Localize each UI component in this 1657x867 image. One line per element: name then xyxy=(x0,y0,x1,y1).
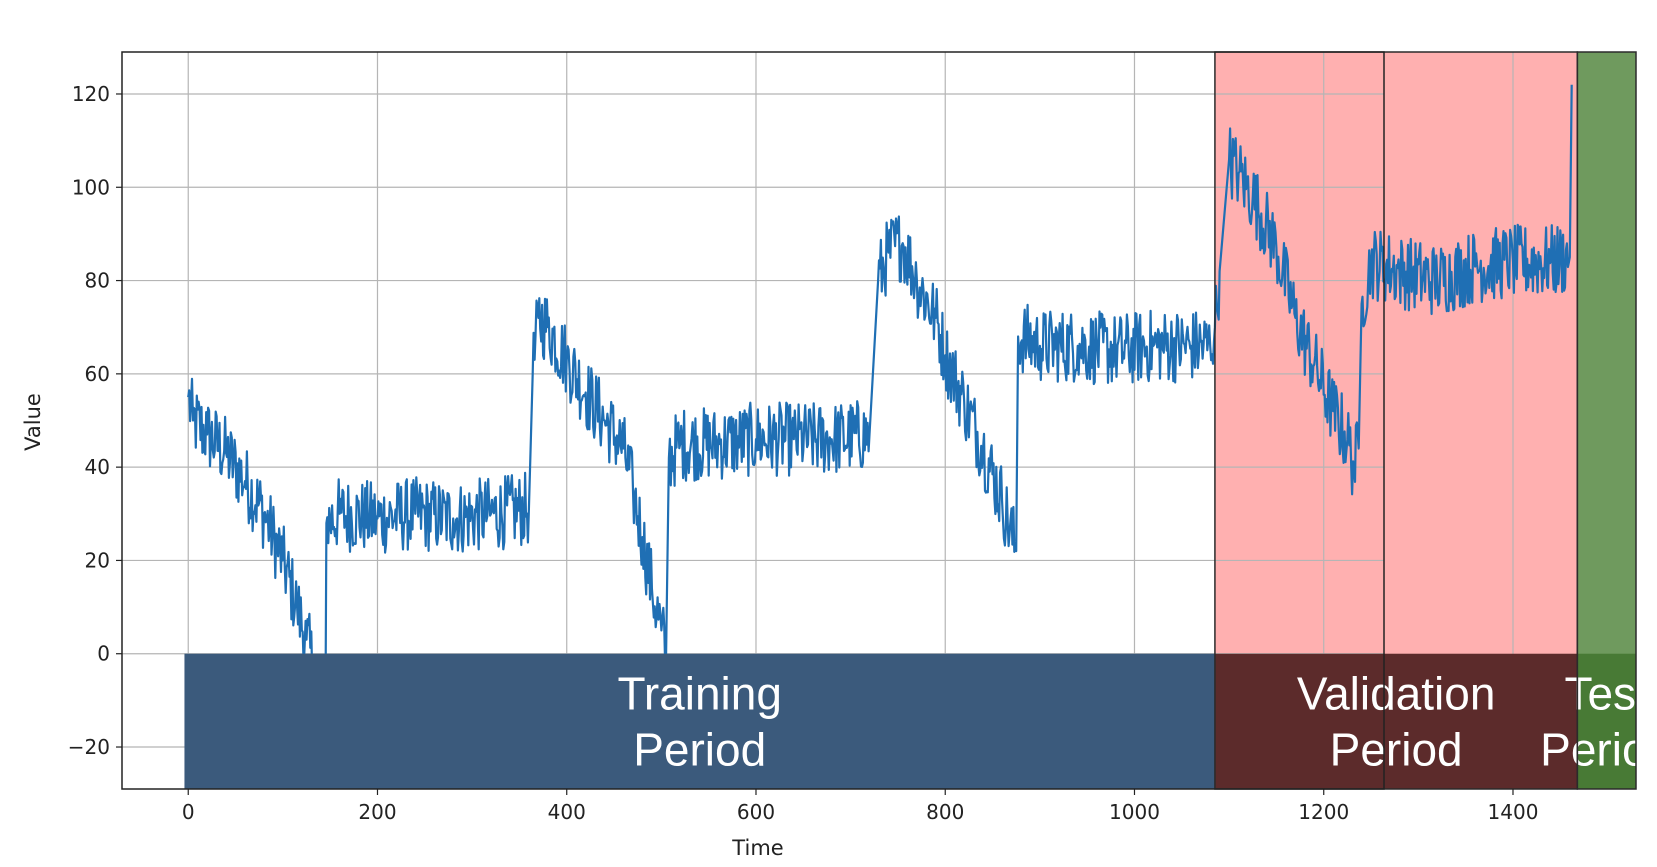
x-tick-label: 800 xyxy=(926,800,964,824)
y-tick-label: 100 xyxy=(72,175,110,199)
series-layer xyxy=(187,84,1573,754)
period-label-validation: Validation xyxy=(1297,668,1496,720)
series-line xyxy=(187,84,1573,754)
period-band-test xyxy=(1577,653,1636,789)
x-tick-label: 1000 xyxy=(1109,800,1160,824)
x-tick-label: 1400 xyxy=(1488,800,1539,824)
period-band-training xyxy=(184,653,1215,789)
period-border-test xyxy=(1576,51,1637,790)
x-tick-label: 600 xyxy=(737,800,775,824)
period-label-training: Training xyxy=(617,668,781,720)
x-tick-label: 200 xyxy=(358,800,396,824)
axes: 0 200 400 600 800 1000 1200 1400 −20 0 20 40 60 80 100… xyxy=(68,51,1539,824)
period-label-training-line2: Period xyxy=(633,724,766,776)
period-label-validation-line2: Period xyxy=(1330,724,1463,776)
period-label-test: Test xyxy=(1564,668,1649,720)
x-axis-title: Time xyxy=(731,836,783,860)
period-label-test-line2: Period xyxy=(1540,724,1657,776)
y-tick-label: 40 xyxy=(85,455,110,479)
y-axis-title: Value xyxy=(21,393,45,451)
y-tick-label: 120 xyxy=(72,82,110,106)
y-tick-label: 60 xyxy=(85,362,110,386)
x-tick-label: 1200 xyxy=(1298,800,1349,824)
period-band-validation xyxy=(1214,653,1578,789)
period-bands: TrainingPeriodValidationPeriodTestPeriod xyxy=(184,51,1657,790)
axes-frame xyxy=(121,51,1385,790)
y-tick-label: 20 xyxy=(85,548,110,572)
y-tick-label: −20 xyxy=(68,735,110,759)
x-tick-label: 0 xyxy=(182,800,195,824)
y-tick-label: 0 xyxy=(97,642,110,666)
x-tick-label: 400 xyxy=(548,800,586,824)
y-tick-label: 80 xyxy=(85,269,110,293)
